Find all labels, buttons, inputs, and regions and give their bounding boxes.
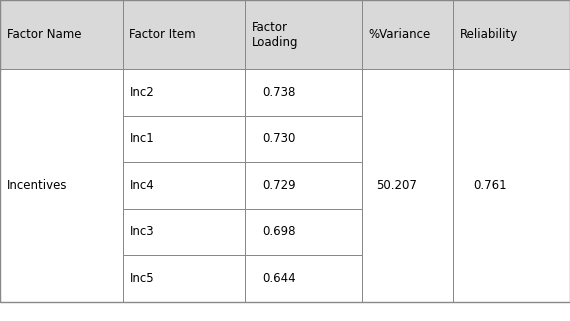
Text: Inc1: Inc1 <box>129 132 154 145</box>
Bar <box>245 255 362 302</box>
Text: Reliability: Reliability <box>460 28 518 41</box>
Text: 50.207: 50.207 <box>376 179 417 192</box>
Text: Inc5: Inc5 <box>129 272 154 285</box>
Bar <box>123 69 245 116</box>
Bar <box>362 69 453 302</box>
Bar <box>123 162 245 209</box>
Bar <box>123 0 245 69</box>
Text: %Variance: %Variance <box>369 28 431 41</box>
Text: 0.730: 0.730 <box>262 132 296 145</box>
Bar <box>123 209 245 255</box>
Text: Incentives: Incentives <box>7 179 67 192</box>
Text: 0.729: 0.729 <box>262 179 296 192</box>
Text: Inc3: Inc3 <box>129 225 154 239</box>
Bar <box>245 116 362 162</box>
Bar <box>245 162 362 209</box>
Bar <box>453 0 570 69</box>
Bar <box>123 255 245 302</box>
Bar <box>453 69 570 302</box>
Text: 0.698: 0.698 <box>262 225 296 239</box>
Bar <box>0 69 123 302</box>
Text: Inc4: Inc4 <box>129 179 154 192</box>
Bar <box>245 209 362 255</box>
Bar <box>245 0 362 69</box>
Text: 0.738: 0.738 <box>262 86 296 99</box>
Bar <box>245 69 362 116</box>
Text: Factor Name: Factor Name <box>7 28 82 41</box>
Bar <box>362 0 453 69</box>
Text: Factor
Loading: Factor Loading <box>252 21 299 48</box>
Bar <box>123 116 245 162</box>
Text: Factor Item: Factor Item <box>129 28 196 41</box>
Bar <box>0 0 123 69</box>
Text: 0.761: 0.761 <box>473 179 507 192</box>
Text: 0.644: 0.644 <box>262 272 296 285</box>
Text: Inc2: Inc2 <box>129 86 154 99</box>
